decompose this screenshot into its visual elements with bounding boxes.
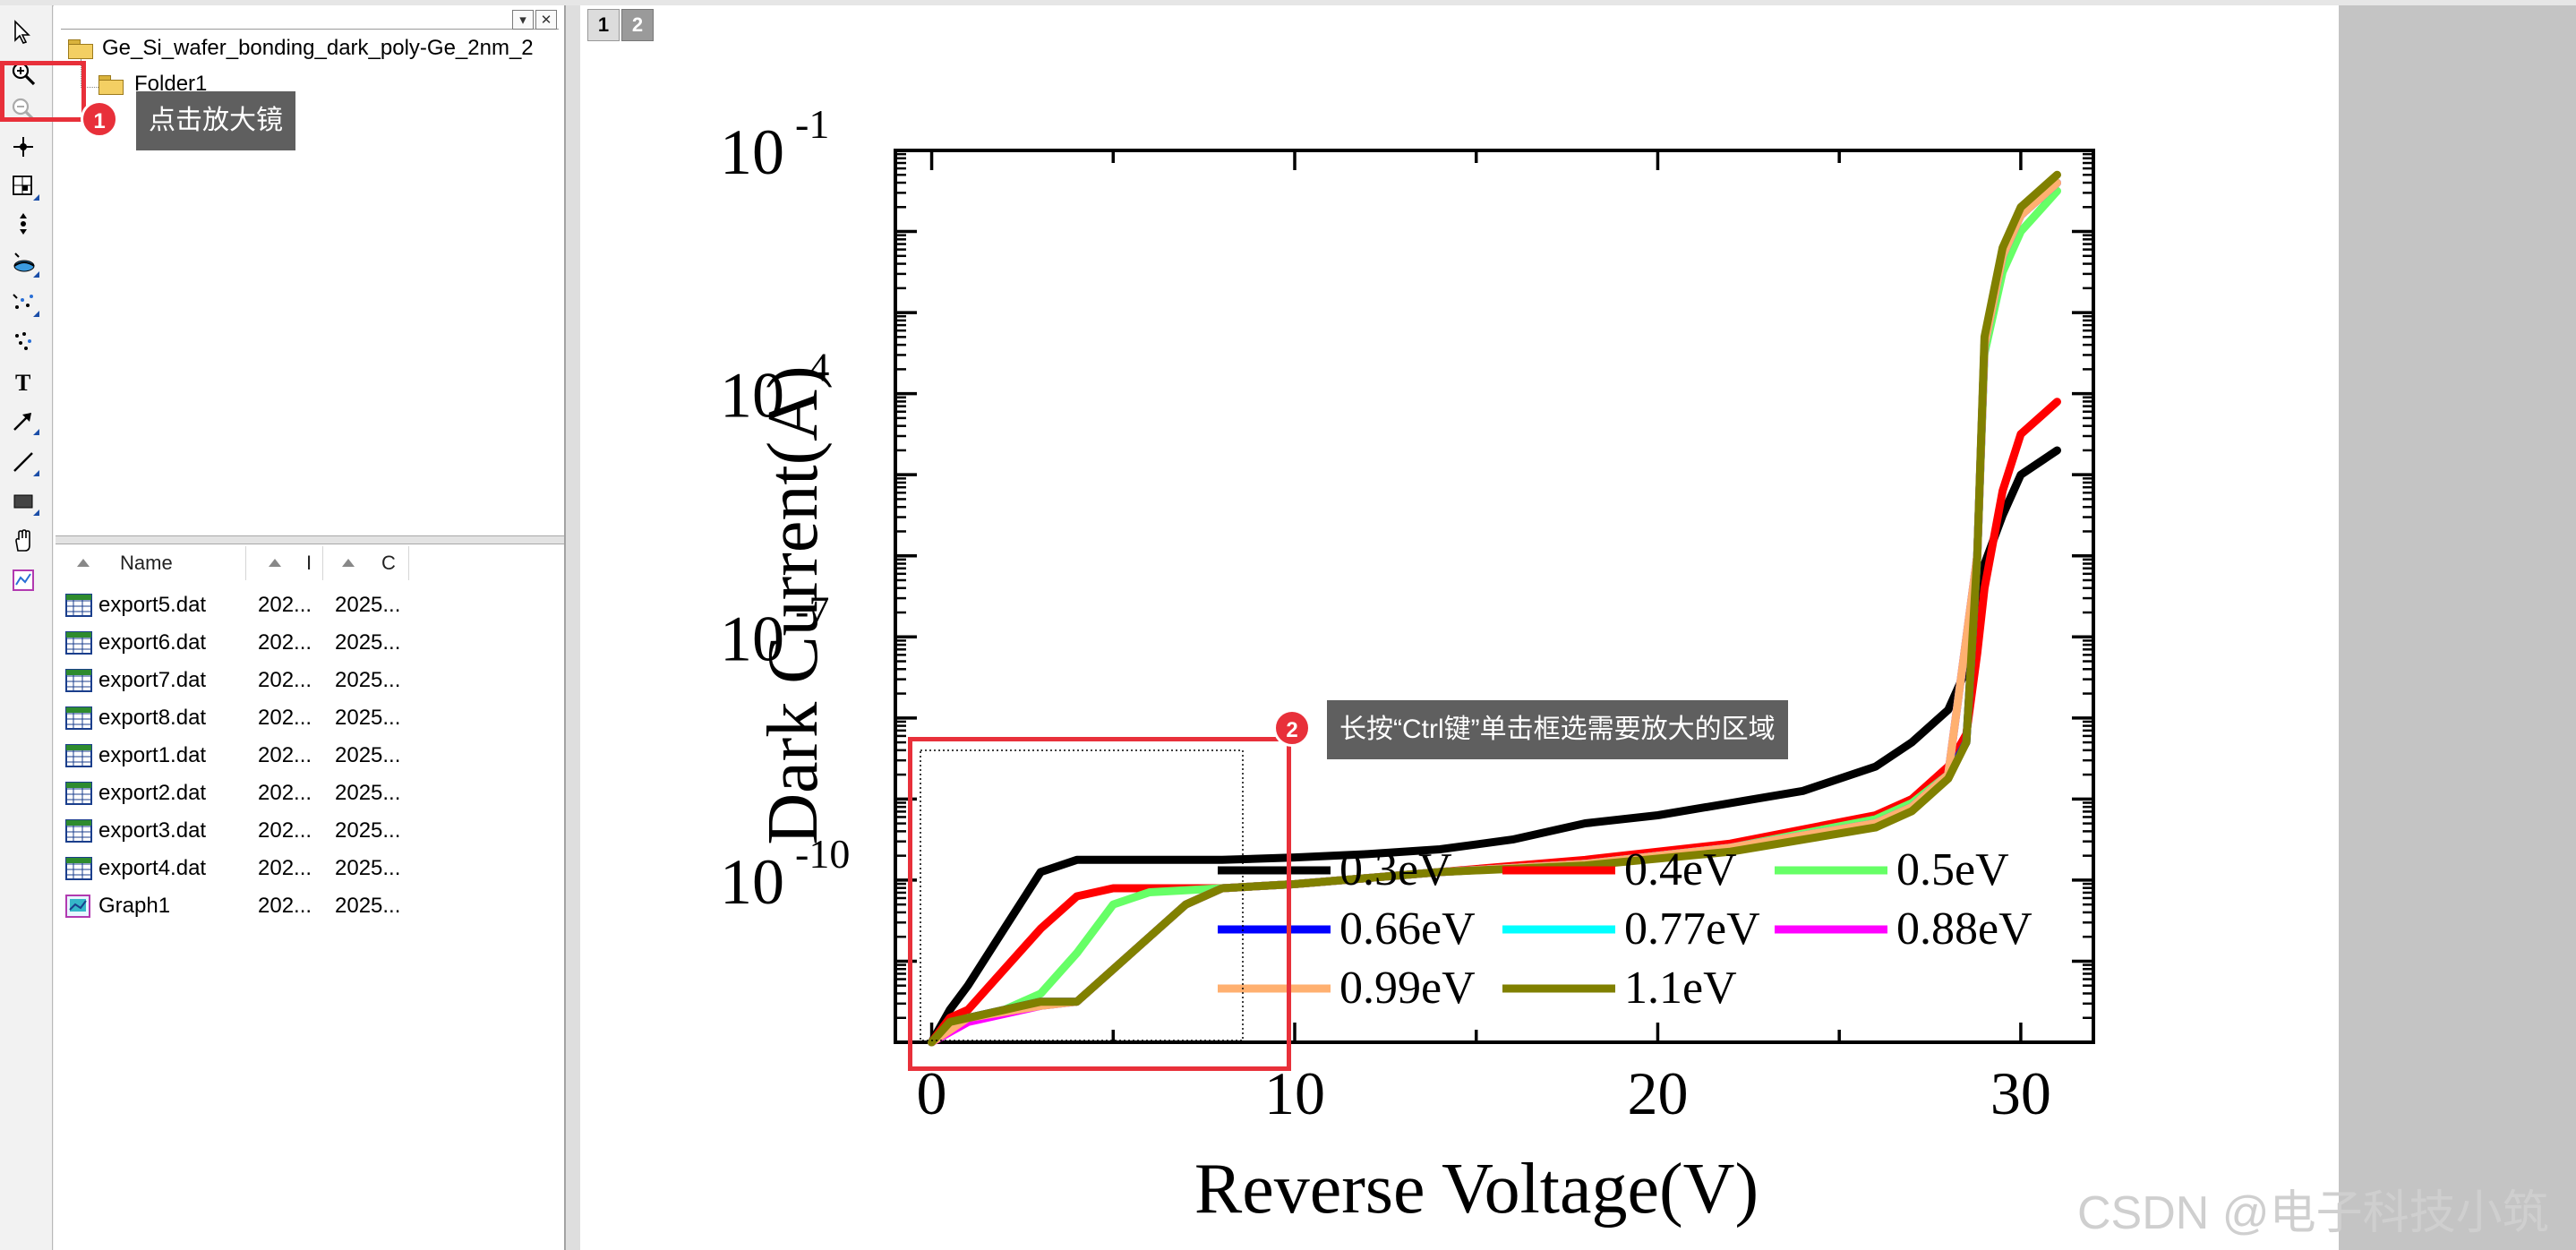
graph-icon: [64, 894, 95, 919]
file-list-row[interactable]: export7.dat 202... 2025...: [64, 663, 423, 698]
file-column-c: 2025...: [335, 630, 400, 655]
file-column-c: 2025...: [335, 706, 400, 731]
scatter-region-icon[interactable]: [7, 324, 39, 356]
draw-data-icon[interactable]: [7, 247, 39, 279]
file-column-i: 202...: [258, 743, 312, 768]
file-name: Graph1: [98, 894, 170, 919]
file-column-i: 202...: [258, 593, 312, 618]
file-column-i: 202...: [258, 668, 312, 693]
file-column-c: 2025...: [335, 743, 400, 768]
file-list-row[interactable]: export4.dat 202... 2025...: [64, 851, 423, 886]
step1-highlight-box: [0, 61, 86, 122]
file-name: export8.dat: [98, 706, 206, 731]
column-header-c[interactable]: C: [324, 546, 409, 580]
file-column-i: 202...: [258, 818, 312, 843]
file-column-i: 202...: [258, 894, 312, 919]
legend-label: 0.66eV: [1339, 903, 1476, 955]
step2-badge: 2: [1273, 709, 1311, 747]
rectangle-tool-icon[interactable]: [7, 485, 39, 518]
file-column-i: 202...: [258, 781, 312, 806]
file-list-row[interactable]: export1.dat 202... 2025...: [64, 738, 423, 774]
tools-toolbar: T: [0, 5, 53, 1250]
step2-highlight-box: [908, 737, 1291, 1071]
file-column-c: 2025...: [335, 668, 400, 693]
file-list-row[interactable]: Graph1 202... 2025...: [64, 888, 423, 924]
file-name: export6.dat: [98, 630, 206, 655]
worksheet-icon: [64, 856, 95, 881]
legend-label: 0.4eV: [1624, 844, 1737, 895]
file-column-i: 202...: [258, 856, 312, 881]
x-tick-label: 20: [1627, 1059, 1688, 1127]
file-list-row[interactable]: export2.dat 202... 2025...: [64, 775, 423, 811]
worksheet-icon: [64, 630, 95, 655]
watermark: CSDN @电子科技小筑: [2077, 1175, 2549, 1242]
page-margin: [2339, 5, 2576, 1250]
file-column-c: 2025...: [335, 818, 400, 843]
svg-text:T: T: [15, 370, 30, 395]
step1-badge: 1: [81, 100, 118, 138]
arrow-tool-icon[interactable]: [7, 405, 39, 437]
file-list-row[interactable]: export3.dat 202... 2025...: [64, 813, 423, 849]
line-tool-icon[interactable]: [7, 446, 39, 478]
worksheet-icon: [64, 593, 95, 618]
pointer-icon[interactable]: [7, 16, 39, 48]
sort-icon: [269, 559, 281, 567]
project-name[interactable]: Ge_Si_wafer_bonding_dark_poly-Ge_2nm_2: [102, 36, 534, 61]
x-axis-title: Reverse Voltage(V): [1194, 1150, 1759, 1229]
explorer-header: ▾ ✕: [61, 9, 559, 30]
project-folder-icon: [68, 39, 93, 57]
legend-label: 0.88eV: [1896, 903, 2033, 955]
worksheet-icon: [64, 668, 95, 693]
file-column-c: 2025...: [335, 894, 400, 919]
file-list-row[interactable]: export6.dat 202... 2025...: [64, 625, 423, 661]
file-name: export3.dat: [98, 818, 206, 843]
file-column-i: 202...: [258, 706, 312, 731]
step1-tooltip: 点击放大镜: [136, 91, 295, 150]
file-column-c: 2025...: [335, 781, 400, 806]
dropdown-icon[interactable]: ▾: [512, 10, 534, 30]
screen-reader-icon[interactable]: [7, 170, 39, 202]
file-name: export5.dat: [98, 593, 206, 618]
file-name: export4.dat: [98, 856, 206, 881]
file-list-row[interactable]: export8.dat 202... 2025...: [64, 700, 423, 736]
y-tick-label-exponent: -1: [795, 101, 829, 147]
pan-hand-icon[interactable]: [7, 525, 39, 557]
file-column-c: 2025...: [335, 593, 400, 618]
file-column-c: 2025...: [335, 856, 400, 881]
legend-label: 0.99eV: [1339, 963, 1476, 1014]
file-name: export2.dat: [98, 781, 206, 806]
worksheet-icon: [64, 743, 95, 768]
subfolder-icon: [98, 75, 124, 93]
y-tick-label-base: 10: [720, 846, 784, 918]
step2-tooltip: 长按“Ctrl键”单击框选需要放大的区域: [1327, 700, 1788, 759]
explorer-splitter[interactable]: [56, 535, 564, 544]
data-selector-icon[interactable]: [7, 208, 39, 240]
column-header-i[interactable]: I: [247, 546, 323, 580]
file-list-row[interactable]: export5.dat 202... 2025...: [64, 587, 423, 623]
y-tick-label-base: 10: [720, 116, 784, 188]
sort-icon: [342, 559, 355, 567]
text-tool-icon[interactable]: T: [7, 365, 39, 398]
worksheet-icon: [64, 818, 95, 843]
file-name: export1.dat: [98, 743, 206, 768]
worksheet-icon: [64, 706, 95, 731]
sort-icon: [77, 559, 90, 567]
mask-icon[interactable]: [7, 287, 39, 319]
y-axis-title: Dark Current(A): [754, 365, 833, 844]
legend-label: 0.3eV: [1339, 844, 1452, 895]
column-header-name[interactable]: Name: [59, 546, 246, 580]
legend-label: 0.5eV: [1896, 844, 2009, 895]
x-tick-label: 30: [1990, 1059, 2051, 1127]
legend-label: 1.1eV: [1624, 963, 1737, 1014]
insert-graph-icon[interactable]: [7, 564, 39, 596]
worksheet-icon: [64, 781, 95, 806]
file-list-header: Name I C: [59, 546, 408, 580]
file-name: export7.dat: [98, 668, 206, 693]
close-icon[interactable]: ✕: [535, 10, 557, 30]
pane-divider[interactable]: [565, 5, 581, 1250]
legend-label: 0.77eV: [1624, 903, 1760, 955]
data-reader-icon[interactable]: [7, 131, 39, 163]
file-column-i: 202...: [258, 630, 312, 655]
